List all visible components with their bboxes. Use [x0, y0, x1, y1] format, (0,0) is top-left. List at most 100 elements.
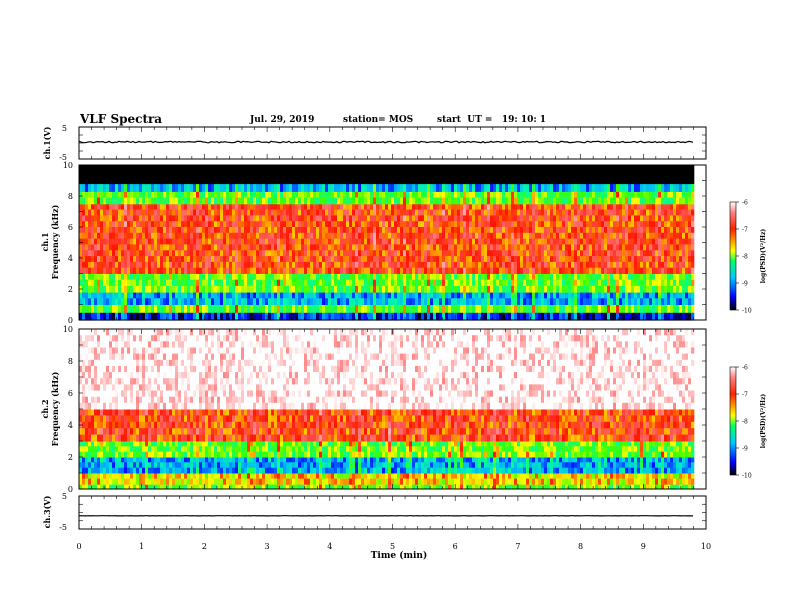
spectrogram-cell [253, 197, 257, 205]
spectrogram-cell [523, 183, 527, 192]
spectrogram-cell [562, 183, 566, 192]
spectrogram-cell [232, 267, 236, 274]
spectrogram-cell [292, 279, 296, 287]
spectrogram-cell [601, 298, 605, 305]
spectrogram-cell [238, 292, 242, 299]
spectrogram-cell [604, 298, 608, 305]
spectrogram-cell [589, 183, 593, 192]
spectrogram-cell [301, 221, 305, 228]
spectrogram-cell [565, 232, 569, 240]
spectrogram-cell [388, 261, 392, 269]
spectrogram-cell [556, 298, 560, 305]
spectrogram-cell [106, 261, 110, 269]
spectrogram-cell [391, 298, 395, 305]
spectrogram-cell [283, 165, 287, 172]
spectrogram-cell [520, 183, 524, 192]
spectrogram-cell [376, 267, 380, 274]
spectrogram-cell [442, 285, 446, 293]
spectrogram-cell [313, 232, 317, 240]
spectrogram-cell [79, 191, 83, 198]
spectrogram-cell [253, 227, 257, 234]
spectrogram-cell [151, 171, 155, 178]
spectrogram-cell [106, 171, 110, 178]
spectrogram-cell [442, 227, 446, 234]
spectrogram-cell [628, 273, 632, 281]
spectrogram-cell [634, 261, 638, 269]
spectrogram-cell [316, 183, 320, 192]
spectrogram-cell [370, 238, 374, 245]
spectrogram-cell [352, 177, 356, 185]
spectrogram-cell [91, 209, 95, 216]
spectrogram-cell [271, 209, 275, 216]
spectrogram-cell [229, 227, 233, 234]
spectrogram-cell [619, 215, 623, 222]
spectrogram-cell [385, 232, 389, 240]
spectrogram-cell [547, 165, 551, 172]
spectrogram-cell [328, 197, 332, 205]
spectrogram-cell [511, 215, 515, 222]
spectrogram-cell [523, 261, 527, 269]
spectrogram-cell [103, 171, 107, 178]
spectrogram-cell [517, 171, 521, 178]
spectrogram-cell [298, 165, 302, 172]
spectrogram-cell [100, 292, 104, 299]
spectrogram-cell [592, 312, 596, 321]
spectrogram-cell [472, 273, 476, 281]
spectrogram-cell [382, 298, 386, 305]
spectrogram-cell [112, 312, 116, 321]
spectrogram-cell [559, 256, 563, 263]
spectrogram-cell [226, 191, 230, 198]
spectrogram-cell [352, 191, 356, 198]
spectrogram-cell [145, 292, 149, 299]
spectrogram-cell [481, 215, 485, 222]
spectrogram-cell [88, 232, 92, 240]
spectrogram-cell [247, 312, 251, 321]
spectrogram-cell [610, 312, 614, 321]
spectrogram-cell [550, 171, 554, 178]
spectrogram-cell [148, 279, 152, 287]
spectrogram-cell [589, 197, 593, 205]
spectrogram-cell [382, 191, 386, 198]
spectrogram-cell [124, 177, 128, 185]
spectrogram-cell [544, 215, 548, 222]
spectrogram-cell [451, 221, 455, 228]
spectrogram-cell [229, 256, 233, 263]
spectrogram-cell [421, 244, 425, 251]
spectrogram-cell [622, 238, 626, 245]
spectrogram-cell [532, 209, 536, 216]
spectrogram-cell [169, 261, 173, 269]
spectrogram-cell [409, 221, 413, 228]
spectrogram-cell [562, 267, 566, 274]
spectrogram-cell [349, 238, 353, 245]
spectrogram-cell [256, 209, 260, 216]
spectrogram-cell [364, 279, 368, 287]
spectrogram-cell [382, 232, 386, 240]
spectrogram-cell [436, 292, 440, 299]
spectrogram-cell [505, 183, 509, 192]
spectrogram-cell [136, 165, 140, 172]
spectrogram-cell [466, 304, 470, 313]
spectrogram-cell [334, 250, 338, 257]
spectrogram-cell [133, 292, 137, 299]
spectrogram-cell [262, 244, 266, 251]
spectrogram-cell [136, 279, 140, 287]
spectrogram-cell [613, 267, 617, 274]
spectrogram-cell [484, 304, 488, 313]
spectrogram-cell [160, 312, 164, 321]
spectrogram-cell [148, 197, 152, 205]
spectrogram-cell [640, 215, 644, 222]
spectrogram-cell [301, 203, 305, 211]
spectrogram-cell [133, 183, 137, 192]
spectrogram-cell [313, 203, 317, 211]
spectrogram-cell [391, 197, 395, 205]
spectrogram-cell [358, 171, 362, 178]
spectrogram-cell [514, 256, 518, 263]
spectrogram-cell [448, 165, 452, 172]
spectrogram-cell [337, 227, 341, 234]
spectrogram-cell [238, 304, 242, 313]
spectrogram-cell [337, 165, 341, 172]
spectrogram-cell [529, 250, 533, 257]
spectrogram-cell [274, 165, 278, 172]
spectrogram-cell [82, 221, 86, 228]
spectrogram-cell [142, 279, 146, 287]
